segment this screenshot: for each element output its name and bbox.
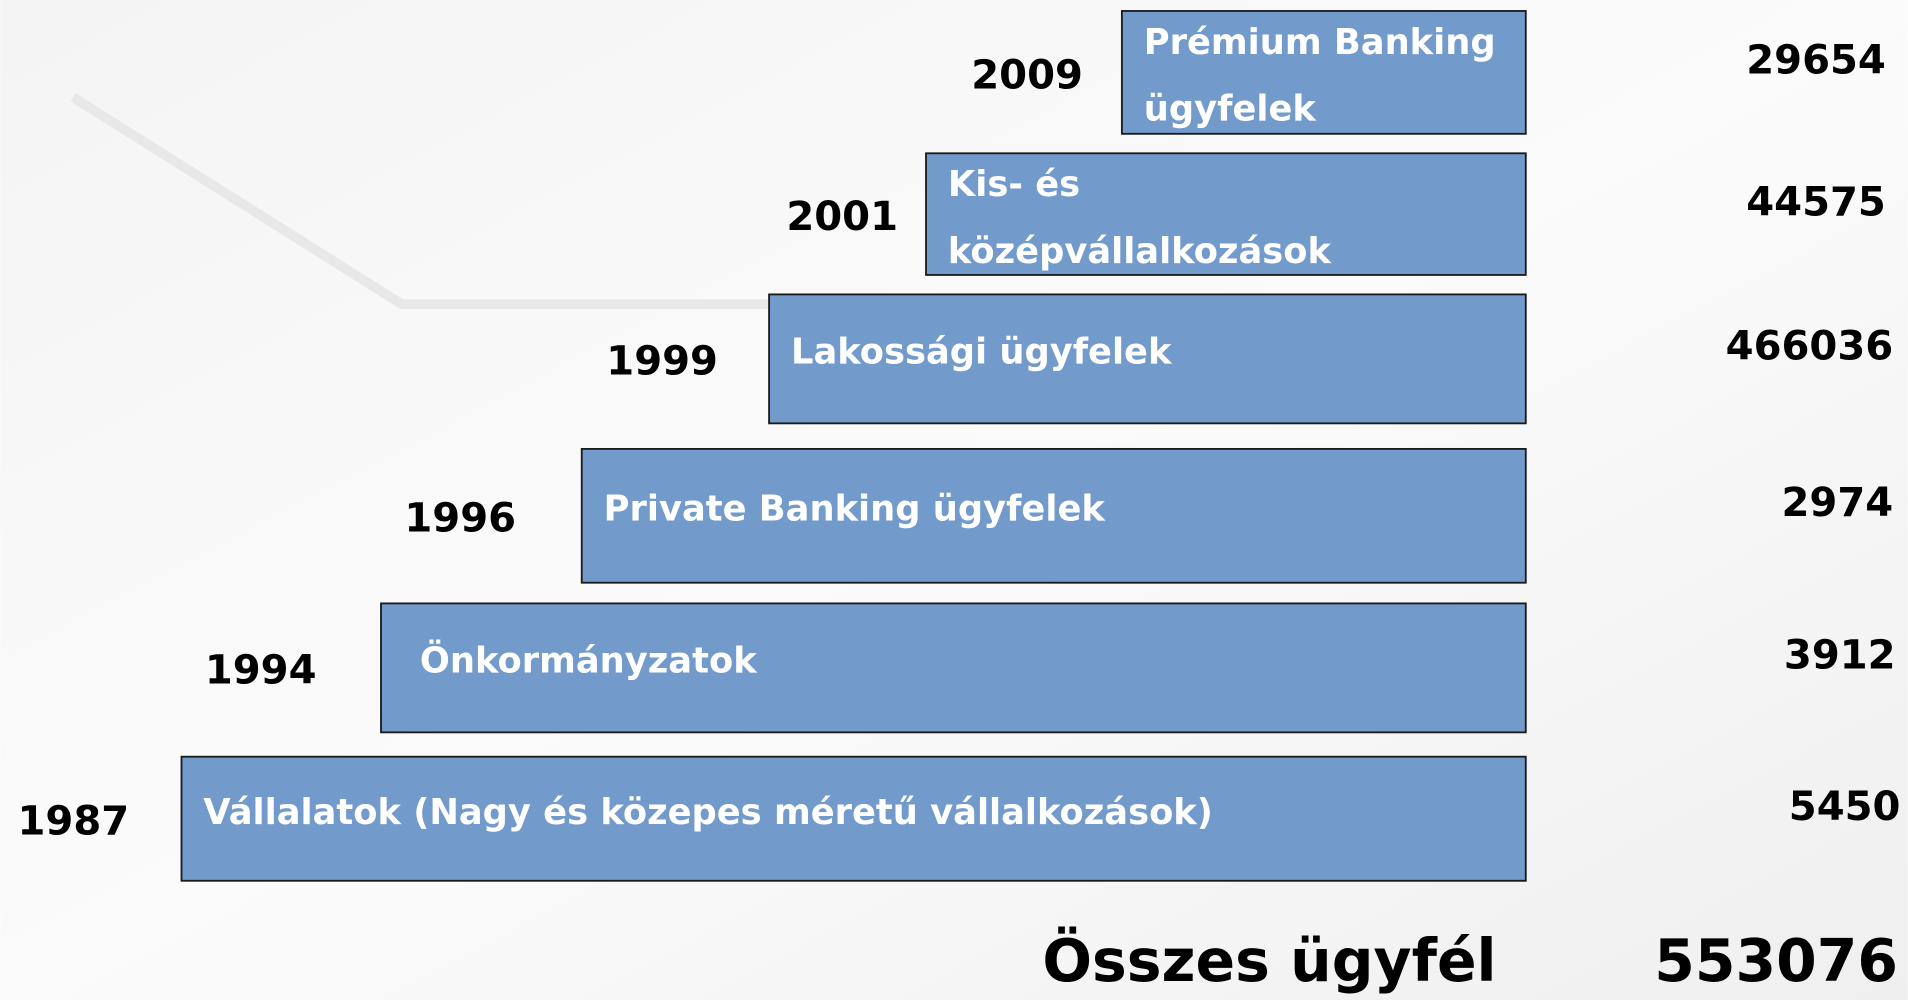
segment-label: Kis- és <box>948 164 1080 205</box>
year: 2001 <box>786 194 898 240</box>
count: 3912 <box>1784 633 1896 679</box>
total-count: 553076 <box>1654 927 1898 995</box>
count: 44575 <box>1746 179 1886 225</box>
segment-label: Lakossági ügyfelek <box>791 332 1173 373</box>
segment-label: Private Banking ügyfelek <box>604 488 1107 529</box>
segment-label: ügyfelek <box>1144 89 1318 130</box>
year: 1999 <box>606 339 718 385</box>
segment-box <box>768 293 1527 425</box>
count: 2974 <box>1781 480 1893 526</box>
segment-box <box>580 447 1527 584</box>
year: 1994 <box>205 648 317 694</box>
segment-label: Vállalatok (Nagy és közepes méretű válla… <box>203 792 1212 833</box>
segment-label: középvállalkozások <box>948 231 1333 272</box>
segment-box <box>1120 10 1527 135</box>
count: 5450 <box>1789 784 1901 830</box>
segment-box <box>925 152 1527 276</box>
count: 29654 <box>1746 38 1886 84</box>
year: 2009 <box>971 52 1083 98</box>
year: 1987 <box>17 799 129 845</box>
count: 466036 <box>1726 324 1894 370</box>
segment-label: Prémium Banking <box>1144 22 1496 63</box>
segment-box <box>180 755 1527 882</box>
total-label: Összes ügyfél <box>1042 926 1496 995</box>
segment-label: Önkormányzatok <box>420 640 758 682</box>
segment-box <box>380 602 1527 734</box>
year: 1996 <box>404 496 516 542</box>
